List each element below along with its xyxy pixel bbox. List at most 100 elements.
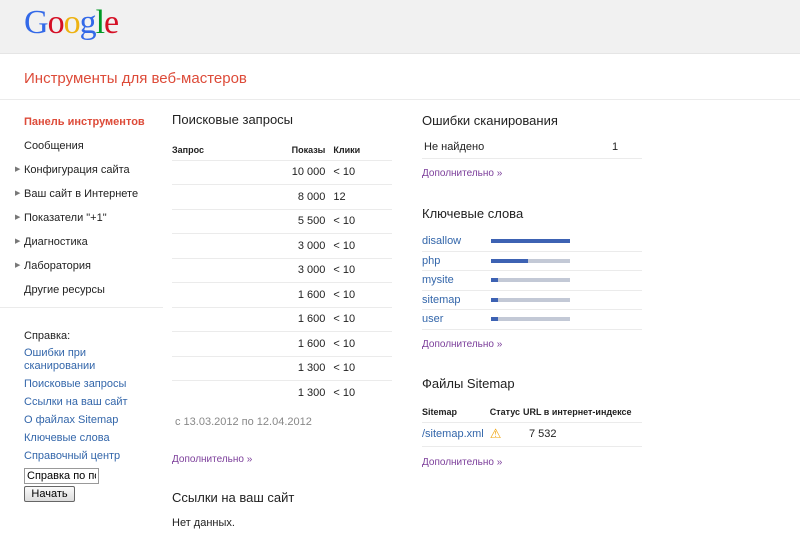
sidebar-item-label: Показатели "+1" <box>24 212 107 224</box>
clicks-cell: < 10 <box>333 257 392 283</box>
help-link[interactable]: Поисковые запросы <box>24 378 127 390</box>
sidebar-item-label: Лаборатория <box>24 260 91 272</box>
queries-title[interactable]: Поисковые запросы <box>172 112 294 127</box>
keyword-link[interactable]: disallow <box>422 235 462 247</box>
keyword-link[interactable]: sitemap <box>422 293 461 306</box>
help-link[interactable]: О файлах Sitemap <box>24 414 119 426</box>
sitemap-link[interactable]: /sitemap.xml <box>422 428 484 440</box>
clicks-cell: < 10 <box>333 380 392 405</box>
sitemaps-more-link[interactable]: Дополнительно » <box>422 457 503 468</box>
keywords-title[interactable]: Ключевые слова <box>422 206 524 221</box>
help-search-input[interactable] <box>24 468 99 484</box>
query-cell <box>172 380 242 405</box>
table-row[interactable]: 10 000 < 10 <box>172 159 392 185</box>
sidebar: Панель инструментов Сообщения ▶ Конфигураци… <box>15 110 164 302</box>
sidebar-item-label: Сообщения <box>24 140 84 152</box>
table-row[interactable]: 1 600 < 10 <box>172 306 392 332</box>
table-row[interactable]: 5 500 < 10 <box>172 208 392 234</box>
keyword-link[interactable]: user <box>422 313 444 325</box>
clicks-cell: < 10 <box>333 306 392 332</box>
keyword-bar-fill <box>491 317 499 321</box>
links-title[interactable]: Ссылки на ваш сайт <box>172 490 295 505</box>
impressions-cell: 1 600 <box>241 306 334 332</box>
clicks-cell: < 10 <box>333 331 392 356</box>
sidebar-item-label: Другие ресурсы <box>24 284 105 296</box>
help-panel: Справка: Ошибки при сканировании Поисковы… <box>24 330 154 502</box>
keyword-bar-fill <box>491 239 570 243</box>
help-link[interactable]: Ошибки при сканировании <box>24 347 96 372</box>
query-cell <box>172 233 242 258</box>
table-row[interactable]: 3 000 < 10 <box>172 257 392 283</box>
table-row[interactable]: 1 600 < 10 <box>172 331 392 356</box>
keyword-bar <box>491 297 570 302</box>
sidebar-item-label: Ваш сайт в Интернете <box>24 188 139 200</box>
date-range: с 13.03.2012 по 12.04.2012 <box>175 416 312 428</box>
help-link[interactable]: Ссылки на ваш сайт <box>24 396 128 408</box>
sitemaps-title[interactable]: Файлы Sitemap <box>422 376 515 391</box>
clicks-cell: < 10 <box>333 355 392 381</box>
impressions-cell: 1 600 <box>241 282 334 307</box>
impressions-cell: 1 300 <box>241 355 334 381</box>
keyword-link[interactable]: php <box>422 254 441 267</box>
expand-arrow-icon[interactable]: ▶ <box>15 262 21 269</box>
column-header: Статус <box>489 406 521 417</box>
expand-arrow-icon[interactable]: ▶ <box>15 166 21 173</box>
table-row[interactable]: 1 600 < 10 <box>172 282 392 307</box>
impressions-cell: 3 000 <box>241 233 334 258</box>
sidebar-item-label: Диагностика <box>24 236 88 248</box>
keyword-link[interactable]: mysite <box>422 274 454 286</box>
links-empty: Нет данных. <box>172 517 235 529</box>
keyword-row[interactable]: php <box>422 252 642 271</box>
sidebar-item[interactable]: ▶ Ваш сайт в Интернете <box>15 182 164 206</box>
keyword-bar <box>491 258 570 263</box>
sidebar-item[interactable]: ▶ Лаборатория <box>15 254 164 278</box>
impressions-cell: 1 300 <box>241 380 334 405</box>
query-cell <box>172 257 242 283</box>
help-search-button[interactable]: Начать <box>24 486 75 502</box>
help-heading: Справка: <box>24 330 71 342</box>
table-row[interactable]: 8 000 12 <box>172 184 392 209</box>
expand-arrow-icon[interactable]: ▶ <box>15 190 21 197</box>
sidebar-item[interactable]: Панель инструментов <box>24 110 164 134</box>
expand-arrow-icon[interactable]: ▶ <box>15 238 21 245</box>
keyword-row[interactable]: disallow <box>422 232 642 252</box>
column-header: Показы <box>291 144 326 155</box>
crawl-errors-more-link[interactable]: Дополнительно » <box>422 168 503 179</box>
sidebar-item[interactable]: Сообщения <box>24 134 164 158</box>
crawl-error-row[interactable]: Не найдено 1 <box>422 137 642 159</box>
query-cell <box>172 331 242 356</box>
sidebar-item[interactable]: ▶ Диагностика <box>15 230 164 254</box>
crawl-error-count: 1 <box>612 141 619 153</box>
keyword-bar <box>491 278 570 282</box>
sidebar-item[interactable]: ▶ Конфигурация сайта <box>15 158 164 182</box>
page-title: Инструменты для веб-мастеров <box>24 70 247 87</box>
expand-arrow-icon[interactable]: ▶ <box>15 214 21 221</box>
query-cell <box>172 184 242 209</box>
keyword-bar-fill <box>491 278 499 282</box>
sidebar-item[interactable]: Другие ресурсы <box>24 278 164 302</box>
keywords-more-link[interactable]: Дополнительно » <box>422 339 503 350</box>
google-logo[interactable]: Google <box>24 4 119 41</box>
queries-more-link[interactable]: Дополнительно » <box>172 454 253 465</box>
impressions-cell: 10 000 <box>241 159 334 185</box>
warning-icon[interactable]: ⚠ <box>489 426 502 441</box>
divider <box>0 307 163 308</box>
keyword-row[interactable]: user <box>422 310 642 330</box>
table-row[interactable]: 3 000 < 10 <box>172 233 392 258</box>
divider <box>0 99 800 100</box>
header: Google <box>0 0 800 54</box>
table-row[interactable]: 1 300 < 10 <box>172 355 392 381</box>
table-row[interactable]: 1 300 < 10 <box>172 380 392 405</box>
clicks-cell: < 10 <box>333 159 392 185</box>
crawl-errors-title[interactable]: Ошибки сканирования <box>422 113 558 128</box>
query-cell <box>172 159 242 185</box>
help-link[interactable]: Ключевые слова <box>24 432 110 444</box>
keyword-row[interactable]: mysite <box>422 271 642 291</box>
help-link[interactable]: Справочный центр <box>24 450 121 462</box>
query-cell <box>172 282 242 307</box>
sidebar-item[interactable]: ▶ Показатели "+1" <box>15 206 164 230</box>
impressions-cell: 8 000 <box>241 184 334 209</box>
keyword-row[interactable]: sitemap <box>422 291 642 310</box>
impressions-cell: 5 500 <box>241 208 334 234</box>
clicks-cell: < 10 <box>333 208 392 234</box>
